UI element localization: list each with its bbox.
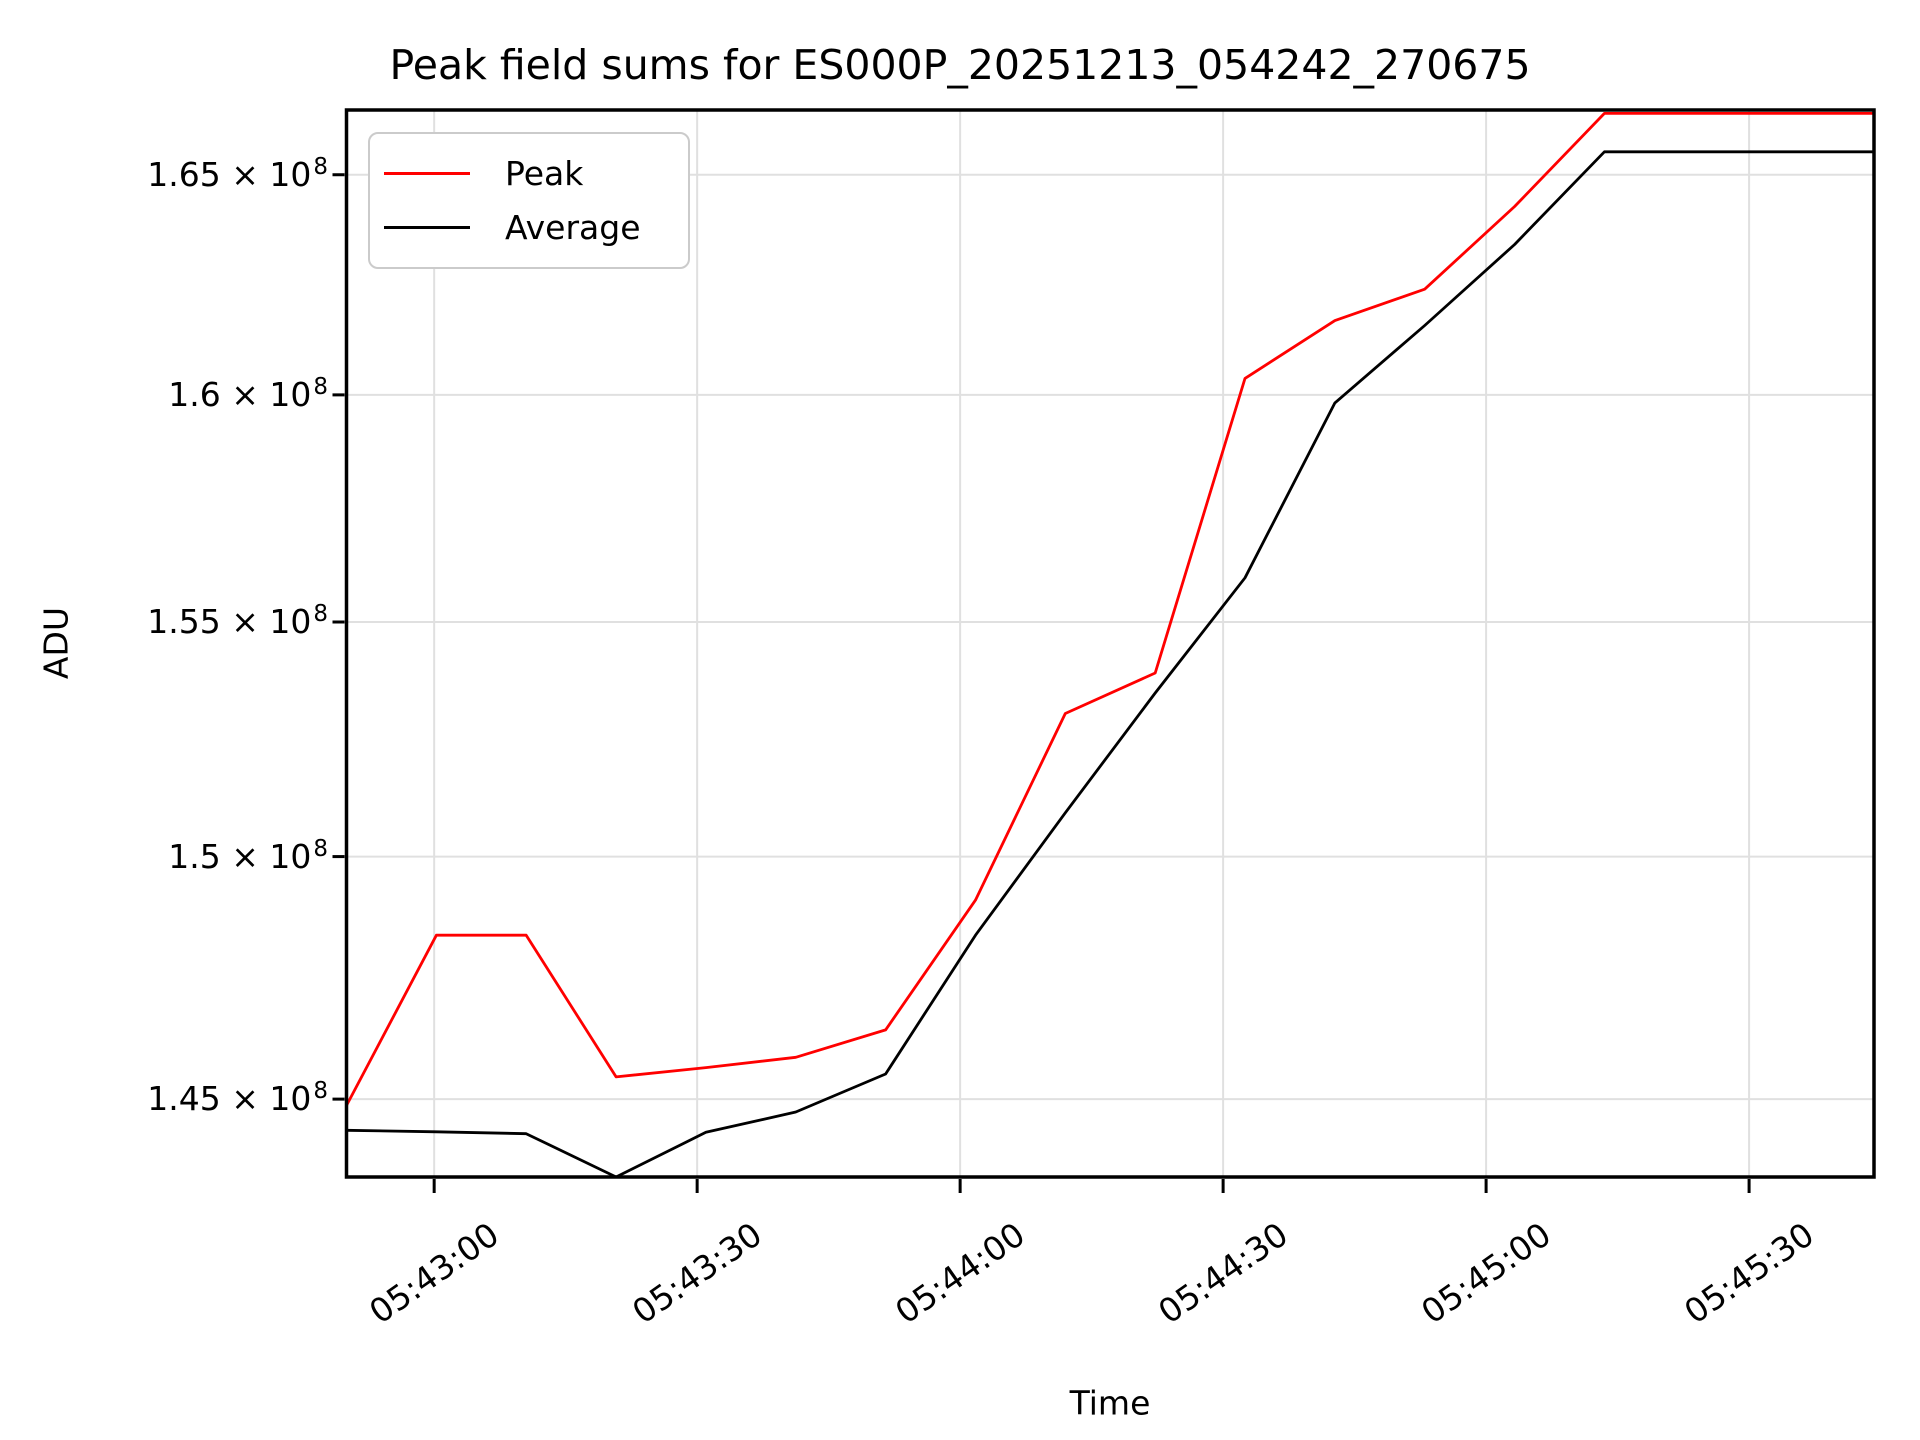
y-tick-exponent: 8 <box>313 601 328 627</box>
legend-item-peak: Peak <box>384 146 688 200</box>
legend-label: Average <box>505 207 641 247</box>
y-tick-mantissa: 1.55 × 10 <box>147 602 312 641</box>
x-axis-label: Time <box>1069 1383 1151 1423</box>
y-tick-label: 1.65 × 108 <box>147 153 328 197</box>
legend-item-average: Average <box>384 200 688 254</box>
y-tick-label: 1.45 × 108 <box>147 1077 328 1121</box>
y-tick-exponent: 8 <box>313 1078 328 1105</box>
chart-title: Peak field sums for ES000P_20251213_0542… <box>389 41 1531 89</box>
y-tick-exponent: 8 <box>313 835 328 862</box>
average-line <box>346 150 1874 1179</box>
y-tick-mantissa: 1.65 × 10 <box>147 154 312 194</box>
average-line-swatch-icon <box>384 225 470 229</box>
y-tick-mantissa: 1.6 × 10 <box>168 374 312 414</box>
legend: Peak Average <box>368 132 690 269</box>
y-tick-exponent: 8 <box>313 373 328 400</box>
peak-line-swatch-icon <box>384 171 470 175</box>
y-tick-label: 1.5 × 108 <box>168 835 328 879</box>
y-tick-exponent: 8 <box>313 153 328 180</box>
peak-line <box>345 112 1874 1107</box>
y-tick-label: 1.6 × 108 <box>168 373 328 417</box>
legend-items: Peak Average <box>384 146 688 254</box>
y-tick-mantissa: 1.5 × 10 <box>168 836 312 876</box>
legend-label: Peak <box>505 153 584 193</box>
y-tick-label: 1.55 × 108 <box>147 600 328 644</box>
y-tick-mantissa: 1.45 × 10 <box>147 1079 312 1119</box>
axes-spines <box>344 108 1876 1179</box>
